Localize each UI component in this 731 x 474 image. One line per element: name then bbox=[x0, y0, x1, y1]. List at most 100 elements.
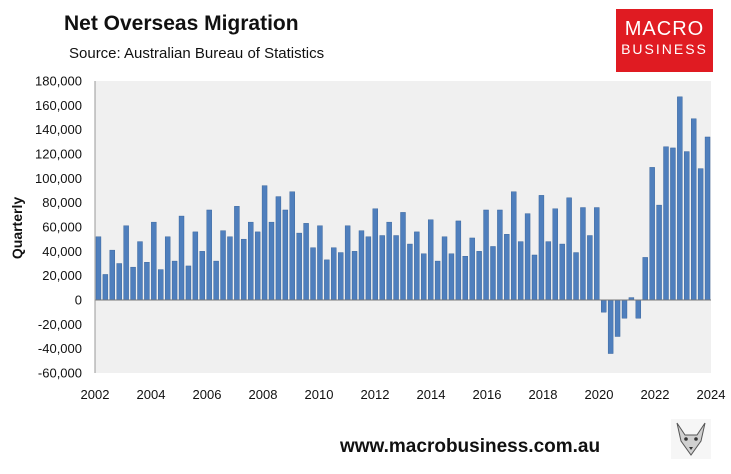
bar bbox=[303, 223, 309, 301]
bar bbox=[400, 212, 406, 301]
y-tick-label: 20,000 bbox=[42, 268, 82, 283]
y-tick-label: -60,000 bbox=[38, 366, 82, 381]
macrobusiness-logo[interactable]: MACRO BUSINESS bbox=[616, 9, 713, 72]
logo-line-2: BUSINESS bbox=[621, 41, 708, 57]
bar bbox=[697, 168, 704, 301]
bar bbox=[220, 230, 226, 301]
x-tick-label: 2022 bbox=[641, 387, 670, 402]
x-tick-label: 2012 bbox=[361, 387, 390, 402]
y-tick-label: 180,000 bbox=[35, 74, 82, 89]
bar bbox=[268, 221, 275, 301]
bar bbox=[476, 251, 482, 301]
bar bbox=[109, 249, 115, 301]
bar bbox=[559, 243, 565, 301]
bar bbox=[365, 236, 372, 301]
bar bbox=[164, 236, 171, 301]
bar bbox=[123, 225, 129, 301]
y-tick-label: -40,000 bbox=[38, 341, 82, 356]
bar bbox=[144, 262, 150, 301]
x-tick-label: 2002 bbox=[81, 387, 110, 402]
bar bbox=[137, 241, 143, 301]
y-tick-label: 40,000 bbox=[42, 244, 82, 259]
bar bbox=[95, 236, 102, 301]
bar bbox=[545, 241, 552, 301]
bar bbox=[504, 234, 510, 301]
y-tick-label: 80,000 bbox=[42, 195, 82, 210]
bar bbox=[296, 232, 302, 301]
bar bbox=[580, 207, 586, 301]
bar bbox=[393, 235, 399, 301]
bar bbox=[517, 241, 524, 301]
bar bbox=[227, 236, 233, 301]
bar bbox=[663, 146, 669, 301]
x-tick-label: 2018 bbox=[529, 387, 558, 402]
y-tick-label: 160,000 bbox=[35, 98, 82, 113]
bar bbox=[531, 254, 538, 301]
bar bbox=[344, 225, 351, 301]
bar bbox=[282, 209, 289, 301]
bar bbox=[192, 231, 199, 301]
bar bbox=[372, 208, 379, 301]
bar bbox=[511, 191, 517, 301]
y-tick-label: 0 bbox=[75, 293, 82, 308]
y-tick-label: 100,000 bbox=[35, 171, 82, 186]
bar bbox=[358, 230, 365, 301]
bar bbox=[171, 260, 178, 301]
bar bbox=[656, 204, 662, 301]
bar bbox=[524, 213, 531, 301]
bar bbox=[331, 247, 337, 301]
x-axis-ticks: 2002 2004 2006 2008 2010 2012 2014 2016 2018 2020… bbox=[81, 387, 726, 402]
bar bbox=[199, 251, 205, 301]
bar bbox=[386, 221, 392, 301]
y-axis-ticks: -60,000 -40,000 -20,000 0 20,000 40,000 60,000… bbox=[35, 74, 82, 381]
website-url[interactable]: www.macrobusiness.com.au bbox=[340, 436, 601, 457]
bar bbox=[407, 243, 413, 301]
bar bbox=[178, 215, 185, 301]
bar bbox=[275, 196, 282, 301]
y-axis-label: Quarterly bbox=[9, 197, 25, 259]
bar bbox=[614, 299, 621, 337]
x-tick-label: 2006 bbox=[193, 387, 222, 402]
bar bbox=[213, 260, 219, 301]
bar bbox=[351, 251, 358, 301]
bar bbox=[462, 256, 468, 301]
x-tick-label: 2008 bbox=[249, 387, 278, 402]
bar bbox=[607, 299, 614, 354]
bar bbox=[421, 253, 427, 301]
bar bbox=[427, 219, 434, 301]
bar bbox=[102, 274, 109, 301]
bar bbox=[158, 269, 164, 301]
bar bbox=[448, 253, 455, 301]
bar bbox=[621, 299, 628, 319]
bar bbox=[338, 252, 344, 301]
x-tick-label: 2020 bbox=[585, 387, 614, 402]
chart-subtitle: Source: Australian Bureau of Statistics bbox=[69, 45, 325, 62]
x-tick-label: 2010 bbox=[305, 387, 334, 402]
bar bbox=[441, 236, 448, 301]
logo-line-1: MACRO bbox=[624, 18, 705, 40]
bar bbox=[601, 299, 607, 313]
bar bbox=[677, 96, 683, 301]
bar bbox=[635, 299, 642, 319]
bar bbox=[490, 246, 496, 301]
bar bbox=[642, 257, 648, 301]
bar bbox=[206, 209, 212, 301]
bar bbox=[497, 209, 503, 301]
bar bbox=[552, 208, 558, 301]
bar bbox=[241, 238, 247, 301]
bar bbox=[116, 263, 122, 301]
bar bbox=[538, 195, 545, 301]
y-tick-label: 120,000 bbox=[35, 147, 82, 162]
x-tick-label: 2004 bbox=[137, 387, 166, 402]
y-tick-label: -20,000 bbox=[38, 317, 82, 332]
fox-mascot-icon bbox=[671, 419, 711, 459]
bar bbox=[649, 167, 655, 301]
bar bbox=[414, 231, 420, 301]
bar bbox=[566, 197, 572, 301]
bar bbox=[248, 221, 254, 301]
y-tick-label: 60,000 bbox=[42, 220, 82, 235]
bar bbox=[684, 151, 690, 301]
bar bbox=[594, 207, 600, 301]
bar bbox=[289, 191, 295, 301]
